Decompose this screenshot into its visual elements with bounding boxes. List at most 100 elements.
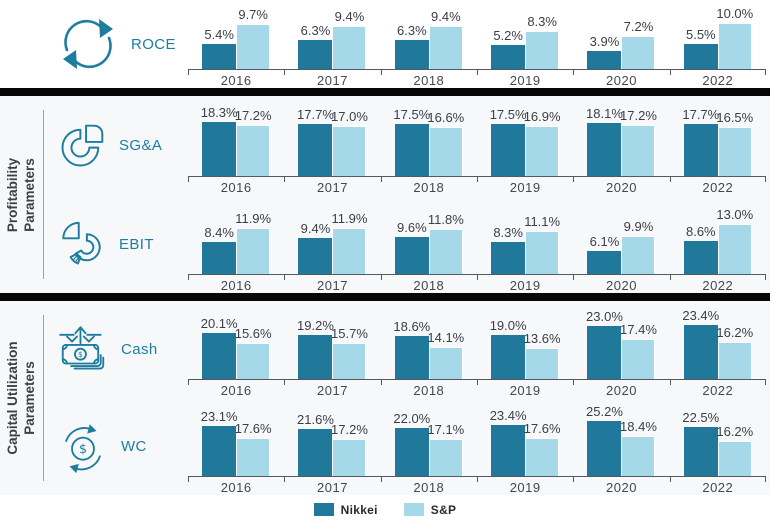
nikkei-bar xyxy=(683,325,718,379)
legend-item-sp: S&P xyxy=(403,503,457,517)
metric-label-ebit: EBIT xyxy=(119,235,154,253)
bar-value-label: 7.2% xyxy=(623,18,654,34)
bar-value-label: 17.5% xyxy=(393,107,431,123)
bar-value-label: 9.9% xyxy=(623,218,654,234)
sp-bar xyxy=(717,224,752,274)
bar-value-label: 16.5% xyxy=(716,110,754,126)
sp-bar-slot: 9.9% xyxy=(621,220,656,274)
sp-bar xyxy=(525,347,560,379)
bar-pair: 17.7% 16.5% xyxy=(682,108,753,176)
sp-bar xyxy=(428,438,463,476)
year-label: 2020 xyxy=(606,480,637,495)
year-tick-cell: 2022 xyxy=(669,177,767,195)
year-group: 19.0% 13.6% xyxy=(477,301,573,379)
year-tick-cell: 2018 xyxy=(380,380,477,398)
bar-value-label: 22.0% xyxy=(393,411,431,426)
year-label: 2018 xyxy=(413,383,445,398)
nikkei-bar-slot: 3.9% xyxy=(587,35,622,69)
bar-value-label: 3.9% xyxy=(589,34,620,50)
bar-value-label: 17.1% xyxy=(427,421,465,437)
year-group: 5.4% 9.7% xyxy=(188,0,284,69)
bar-value-label: 23.4% xyxy=(489,407,527,423)
bar-value-label: 18.1% xyxy=(586,105,623,121)
cash-row: $ Cash 20.1% 15.6% 19.2% 15.7% 18.6% 14.1% 19.… xyxy=(44,301,770,398)
bar-value-label: 5.4% xyxy=(204,27,234,43)
legend-label-nikkei: Nikkei xyxy=(340,502,378,517)
sp-bar xyxy=(236,125,271,176)
year-group: 18.6% 14.1% xyxy=(381,301,477,379)
nikkei-bar-slot: 9.6% xyxy=(394,221,429,274)
sp-bar-slot: 17.1% xyxy=(427,423,464,476)
bar-value-label: 6.1% xyxy=(589,233,620,249)
year-label: 2022 xyxy=(702,383,734,398)
bar-value-label: 25.2% xyxy=(586,404,623,419)
bar-value-label: 9.7% xyxy=(238,7,268,23)
nikkei-bar xyxy=(491,45,526,69)
sp-bar xyxy=(717,341,752,379)
bar-pair: 3.9% 7.2% xyxy=(587,20,656,69)
year-label: 2022 xyxy=(702,73,734,88)
bar-value-label: 18.6% xyxy=(393,319,431,335)
year-label: 2016 xyxy=(220,180,252,195)
year-tick-cell: 2017 xyxy=(284,275,380,293)
metric-label-sga: SG&A xyxy=(119,137,163,154)
bar-value-label: 17.2% xyxy=(331,421,368,437)
year-group: 19.2% 15.7% xyxy=(284,301,380,379)
sp-bar xyxy=(428,127,463,176)
bar-value-label: 16.2% xyxy=(716,324,754,340)
year-label: 2020 xyxy=(606,180,637,195)
sp-bar xyxy=(332,228,367,274)
nikkei-bar-slot: 6.1% xyxy=(587,235,622,274)
year-label: 2017 xyxy=(317,278,348,293)
svg-text:$: $ xyxy=(79,440,87,455)
nikkei-bar xyxy=(298,40,333,69)
sp-bar-slot: 13.0% xyxy=(716,208,753,274)
sp-bar xyxy=(332,25,367,69)
sga-bar-chart: 18.3% 17.2% 17.7% 17.0% 17.5% 16.6% 17.5% 16.9%… xyxy=(188,96,770,195)
nikkei-bar-slot: 21.6% xyxy=(297,413,334,476)
nikkei-bar-slot: 19.0% xyxy=(490,319,527,379)
nikkei-bar xyxy=(298,334,333,379)
bar-pair: 5.2% 8.3% xyxy=(491,15,560,69)
sp-bar xyxy=(428,346,463,379)
year-tick-cell: 2016 xyxy=(188,275,284,293)
sp-bar xyxy=(428,228,463,274)
x-axis: 2016 2017 2018 2019 2020 2022 xyxy=(188,476,767,495)
sp-bar xyxy=(621,35,656,69)
bar-value-label: 18.4% xyxy=(620,418,657,434)
roce-side-gutter xyxy=(0,0,44,88)
nikkei-bar-slot: 25.2% xyxy=(586,405,623,476)
bar-value-label: 23.1% xyxy=(200,408,238,424)
profitability-side-label: Profitability Parameters xyxy=(5,157,37,232)
bar-pair: 20.1% 15.6% xyxy=(201,317,272,379)
sp-bar xyxy=(236,437,271,476)
sp-color-swatch xyxy=(403,503,424,516)
bar-pair: 8.3% 11.1% xyxy=(491,215,560,274)
nikkei-bar-slot: 17.5% xyxy=(490,108,527,176)
bar-value-label: 17.2% xyxy=(234,108,272,124)
nikkei-bar xyxy=(587,122,622,176)
cash-inflow-icon: $ xyxy=(56,323,110,377)
bar-value-label: 13.0% xyxy=(716,207,754,222)
pie-chart-icon xyxy=(56,120,108,172)
bar-value-label: 21.6% xyxy=(297,411,334,427)
cycle-arrows-icon xyxy=(56,12,120,76)
sp-bar-slot: 13.6% xyxy=(524,332,561,379)
nikkei-bar-slot: 17.5% xyxy=(393,108,430,176)
year-tick-cell: 2022 xyxy=(669,70,767,88)
year-group: 6.1% 9.9% xyxy=(573,195,669,274)
bar-value-label: 11.9% xyxy=(331,211,368,227)
sp-bar xyxy=(332,125,367,176)
sp-bar-slot: 11.9% xyxy=(235,212,271,274)
year-tick-cell: 2018 xyxy=(380,477,477,495)
sp-bar xyxy=(428,25,463,69)
nikkei-bar-slot: 6.3% xyxy=(394,24,429,69)
bar-value-label: 5.5% xyxy=(685,26,716,42)
year-label: 2018 xyxy=(413,278,445,293)
bar-value-label: 17.6% xyxy=(234,420,272,436)
nikkei-bar-slot: 8.4% xyxy=(202,226,237,274)
bar-value-label: 6.3% xyxy=(396,23,427,38)
bar-pair: 8.6% 13.0% xyxy=(683,208,753,274)
bar-pair: 23.0% 17.4% xyxy=(586,310,657,379)
nikkei-bar-slot: 23.4% xyxy=(490,409,527,476)
